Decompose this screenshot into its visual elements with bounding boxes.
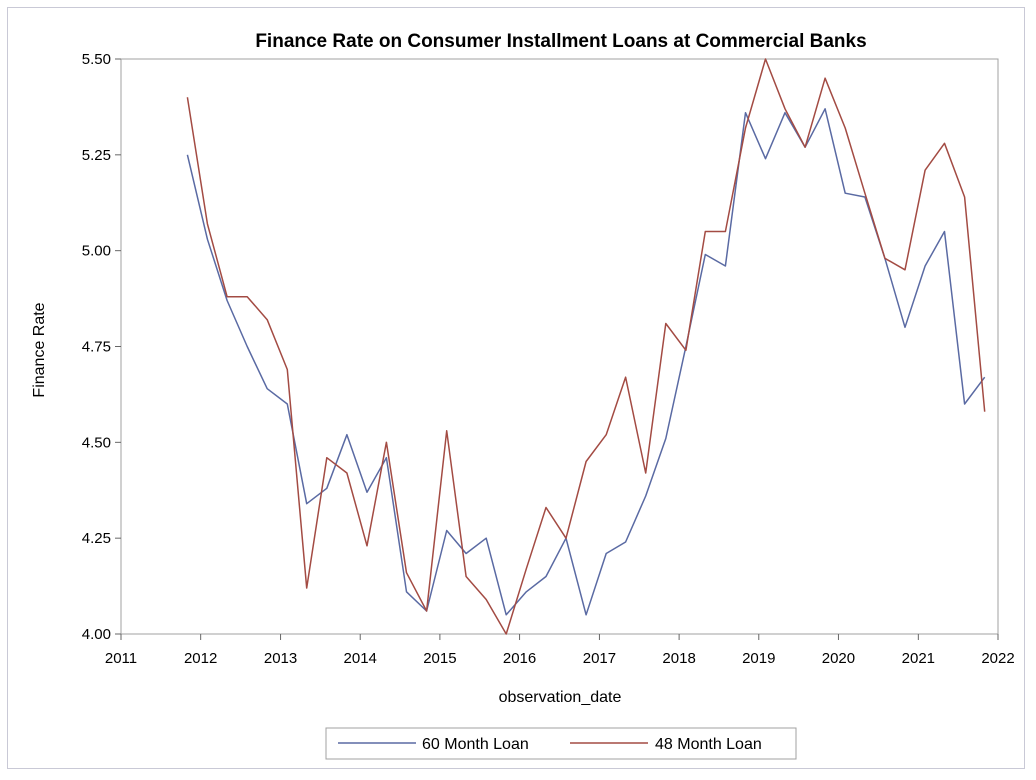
chart-frame — [7, 7, 1025, 769]
series-line-48-month-loan — [186, 58, 986, 635]
x-tick-label: 2017 — [583, 650, 616, 667]
chart-title: Finance Rate on Consumer Installment Loa… — [255, 31, 866, 52]
y-axis: 4.00 4.25 4.50 4.75 5.00 5.25 5.50 — [82, 51, 121, 643]
series-line-60-month-loan — [186, 108, 986, 616]
x-tick-label: 2014 — [344, 650, 377, 667]
x-tick-label: 2022 — [981, 650, 1014, 667]
series-lines — [186, 58, 986, 635]
x-tick-label: 2021 — [902, 650, 935, 667]
y-tick-label: 5.50 — [82, 51, 111, 68]
x-axis: 2011 2012 2013 2014 2015 2016 2017 2018 2019 2020… — [105, 634, 1015, 667]
x-tick-label: 2012 — [184, 650, 217, 667]
x-tick-label: 2018 — [662, 650, 695, 667]
x-tick-label: 2013 — [264, 650, 297, 667]
x-tick-label: 2020 — [822, 650, 855, 667]
x-tick-label: 2015 — [423, 650, 456, 667]
legend: 60 Month Loan 48 Month Loan — [325, 727, 797, 760]
legend-label-48-month: 48 Month Loan — [655, 736, 762, 753]
y-axis-label: Finance Rate — [31, 302, 48, 397]
y-tick-label: 4.50 — [82, 434, 111, 451]
x-tick-label: 2011 — [105, 650, 137, 667]
x-axis-label: observation_date — [499, 689, 622, 706]
x-tick-label: 2019 — [742, 650, 775, 667]
y-tick-label: 4.25 — [82, 530, 111, 547]
plot-area — [120, 58, 999, 635]
y-tick-label: 5.00 — [82, 243, 111, 260]
y-tick-label: 5.25 — [82, 147, 111, 164]
y-tick-label: 4.75 — [82, 339, 111, 356]
y-tick-label: 4.00 — [82, 626, 111, 643]
x-tick-label: 2016 — [503, 650, 536, 667]
legend-label-60-month: 60 Month Loan — [422, 736, 529, 753]
